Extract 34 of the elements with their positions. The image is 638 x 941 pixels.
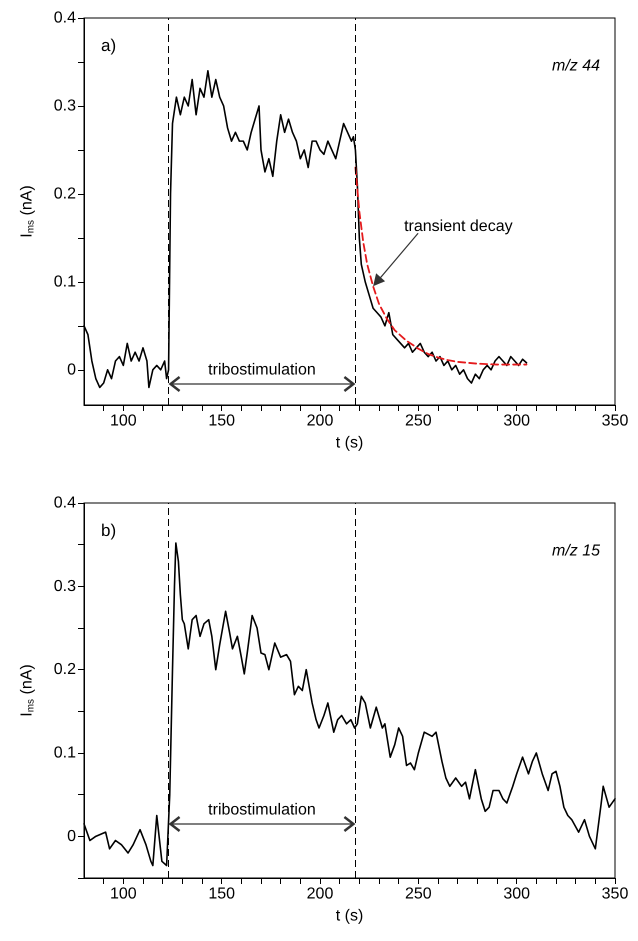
- y-tick-label: 0: [67, 828, 76, 845]
- x-tick-label: 350: [602, 412, 628, 430]
- x-tick-label: 300: [503, 412, 530, 430]
- y-tick-label: 0.4: [54, 10, 76, 26]
- x-tick-label: 250: [404, 886, 432, 902]
- y-tick-label: 0.1: [54, 744, 76, 762]
- x-axis-title: t (s): [336, 908, 364, 924]
- annotation: m/z 44: [552, 58, 600, 74]
- text: a): [101, 36, 116, 55]
- annotation: tribostimulation: [208, 362, 316, 378]
- x-tick-label: 200: [306, 412, 334, 430]
- x-tick-label: 300: [503, 886, 530, 902]
- x-axis-title: t (s): [336, 434, 364, 452]
- x-tick-label: 250: [404, 412, 432, 430]
- x-tick-label: 200: [306, 886, 334, 902]
- y-tick-label: 0.1: [54, 273, 76, 290]
- y-tick-label: 0.2: [54, 185, 76, 202]
- y-tick-label: 0.2: [54, 661, 76, 678]
- y-tick-label: 0.4: [54, 494, 76, 512]
- x-tick-label: 150: [208, 886, 236, 902]
- y-axis-title: Ims (nA): [18, 664, 36, 717]
- x-tick-label: 150: [208, 412, 236, 430]
- annotation: m/z 15: [552, 542, 600, 560]
- y-tick-label: 0.3: [54, 97, 76, 114]
- x-tick-label: 350: [602, 886, 628, 902]
- x-tick-label: 100: [110, 886, 137, 902]
- y-tick-label: 0.3: [54, 578, 76, 595]
- y-tick-label: 0: [67, 361, 76, 378]
- annotation: tribostimulation: [208, 802, 316, 818]
- annotation: transient decay: [404, 218, 513, 235]
- line-series: [354, 166, 528, 366]
- text: b): [101, 521, 116, 540]
- x-tick-label: 100: [110, 412, 137, 430]
- y-axis-title: Ims (nA): [18, 185, 36, 238]
